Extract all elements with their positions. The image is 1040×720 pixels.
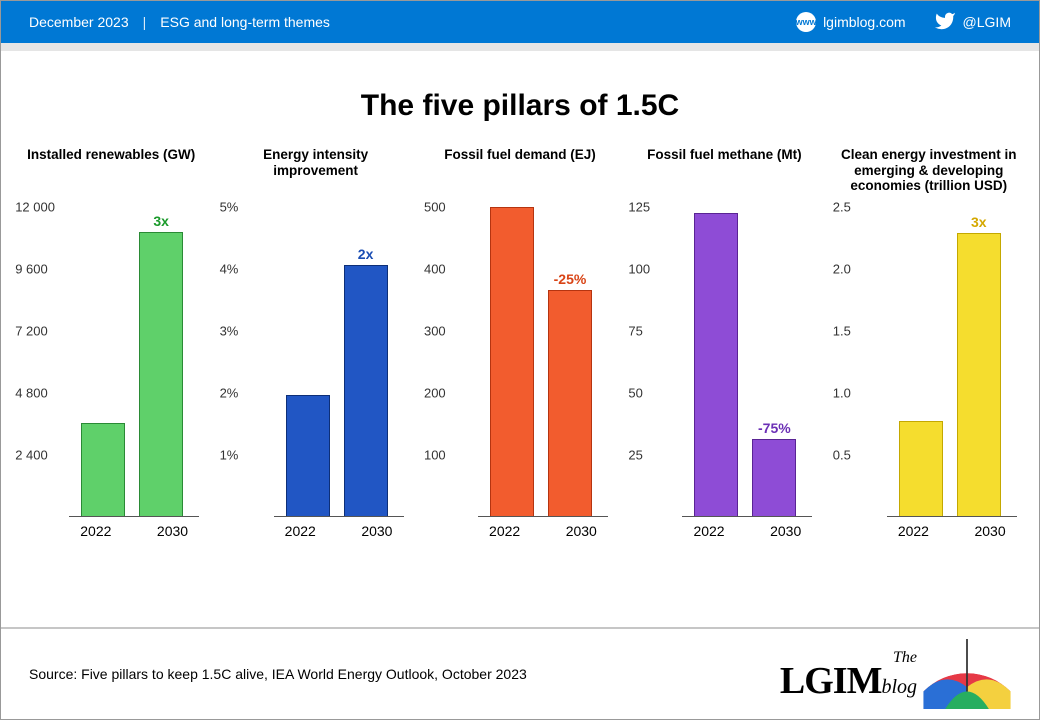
chart-title: Clean energy investment in emerging & de…: [833, 147, 1025, 195]
chart-panel: Fossil fuel methane (Mt) 25 50 75 100 125 -75%…: [628, 147, 820, 539]
x-label: 2030: [764, 523, 808, 539]
x-label: 2022: [278, 523, 322, 539]
chart-plot: 2 4004 8007 2009 60012 0003x: [15, 207, 207, 517]
source-text: Source: Five pillars to keep 1.5C alive,…: [29, 666, 527, 682]
y-tick-label: 3%: [220, 324, 239, 339]
chart-title: Fossil fuel demand (EJ): [424, 147, 616, 195]
y-tick-label: 100: [424, 448, 446, 463]
plot-area: -25%: [478, 207, 608, 517]
y-tick-label: 200: [424, 386, 446, 401]
page-title: The five pillars of 1.5C: [1, 89, 1039, 123]
bar: [81, 423, 125, 516]
bar: 3x: [139, 232, 183, 516]
header-bar: December 2023 | ESG and long-term themes…: [1, 1, 1039, 43]
plot-area: 3x: [69, 207, 199, 517]
y-tick-label: 9 600: [15, 262, 48, 277]
bar: [286, 395, 330, 516]
chart-title: Fossil fuel methane (Mt): [628, 147, 820, 195]
chart-panel: Energy intensity improvement 1% 2% 3% 4% 5% 2x…: [220, 147, 412, 539]
chart-panel: Installed renewables (GW) 2 400 4 800 7 200…: [15, 147, 207, 539]
y-tick-label: 2 400: [15, 448, 48, 463]
bar-annotation: -75%: [758, 420, 791, 436]
bar: -75%: [752, 439, 796, 516]
chart-plot: 100200300400500-25%: [424, 207, 616, 517]
chart-plot: 1%2%3%4%5%2x: [220, 207, 412, 517]
lgim-logo-text: The LGIMblog: [780, 651, 917, 697]
chart-plot: 255075100125-75%: [628, 207, 820, 517]
y-tick-label: 1.5: [833, 324, 851, 339]
y-tick-label: 25: [628, 448, 642, 463]
y-tick-label: 0.5: [833, 448, 851, 463]
footer-bar: Source: Five pillars to keep 1.5C alive,…: [1, 627, 1039, 719]
header-separator: |: [143, 14, 147, 30]
y-tick-label: 400: [424, 262, 446, 277]
y-tick-label: 100: [628, 262, 650, 277]
chart-title: Installed renewables (GW): [15, 147, 207, 195]
x-labels: 2022 2030: [833, 523, 1025, 539]
chart-panel: Clean energy investment in emerging & de…: [833, 147, 1025, 539]
x-label: 2022: [687, 523, 731, 539]
bar-annotation: 3x: [153, 213, 169, 229]
blog-url-text: lgimblog.com: [823, 14, 905, 30]
y-tick-label: 125: [628, 200, 650, 215]
y-tick-label: 2.0: [833, 262, 851, 277]
lgim-logo: The LGIMblog: [780, 639, 1011, 709]
slide-page: December 2023 | ESG and long-term themes…: [0, 0, 1040, 720]
y-tick-label: 5%: [220, 200, 239, 215]
twitter-handle: @LGIM: [963, 14, 1011, 30]
x-labels: 2022 2030: [15, 523, 207, 539]
twitter-link[interactable]: @LGIM: [934, 10, 1011, 35]
x-labels: 2022 2030: [220, 523, 412, 539]
bar-annotation: -25%: [554, 271, 587, 287]
plot-area: 3x: [887, 207, 1017, 517]
chart-plot: 0.51.01.52.02.53x: [833, 207, 1025, 517]
logo-blog: blog: [881, 676, 917, 698]
y-tick-label: 4%: [220, 262, 239, 277]
y-tick-label: 2.5: [833, 200, 851, 215]
x-label: 2030: [151, 523, 195, 539]
y-tick-label: 1%: [220, 448, 239, 463]
bar: [694, 213, 738, 516]
bar: 2x: [344, 265, 388, 516]
x-labels: 2022 2030: [628, 523, 820, 539]
twitter-icon: [934, 10, 956, 35]
y-tick-label: 2%: [220, 386, 239, 401]
chart-title: Energy intensity improvement: [220, 147, 412, 195]
y-tick-label: 7 200: [15, 324, 48, 339]
y-tick-label: 4 800: [15, 386, 48, 401]
blog-link[interactable]: www lgimblog.com: [796, 12, 905, 32]
bar-annotation: 2x: [358, 246, 374, 262]
plot-area: 2x: [274, 207, 404, 517]
globe-icon: www: [796, 12, 816, 32]
y-tick-label: 75: [628, 324, 642, 339]
charts-row: Installed renewables (GW) 2 400 4 800 7 200…: [1, 123, 1039, 539]
logo-main: LGIM: [780, 660, 882, 702]
x-label: 2022: [891, 523, 935, 539]
header-divider: [1, 43, 1039, 51]
bar: -25%: [548, 290, 592, 516]
bar: [490, 207, 534, 516]
y-tick-label: 50: [628, 386, 642, 401]
plot-area: -75%: [682, 207, 812, 517]
y-tick-label: 12 000: [15, 200, 55, 215]
y-tick-label: 1.0: [833, 386, 851, 401]
header-section: ESG and long-term themes: [160, 14, 330, 30]
x-labels: 2022 2030: [424, 523, 616, 539]
y-tick-label: 500: [424, 200, 446, 215]
bar: [899, 421, 943, 516]
x-label: 2030: [355, 523, 399, 539]
x-label: 2030: [968, 523, 1012, 539]
chart-panel: Fossil fuel demand (EJ) 100 200 300 400 500 -2…: [424, 147, 616, 539]
bar-annotation: 3x: [971, 214, 987, 230]
header-date: December 2023: [29, 14, 129, 30]
x-label: 2030: [559, 523, 603, 539]
y-tick-label: 300: [424, 324, 446, 339]
umbrella-icon: [923, 639, 1011, 709]
x-label: 2022: [483, 523, 527, 539]
bar: 3x: [957, 233, 1001, 516]
x-label: 2022: [74, 523, 118, 539]
